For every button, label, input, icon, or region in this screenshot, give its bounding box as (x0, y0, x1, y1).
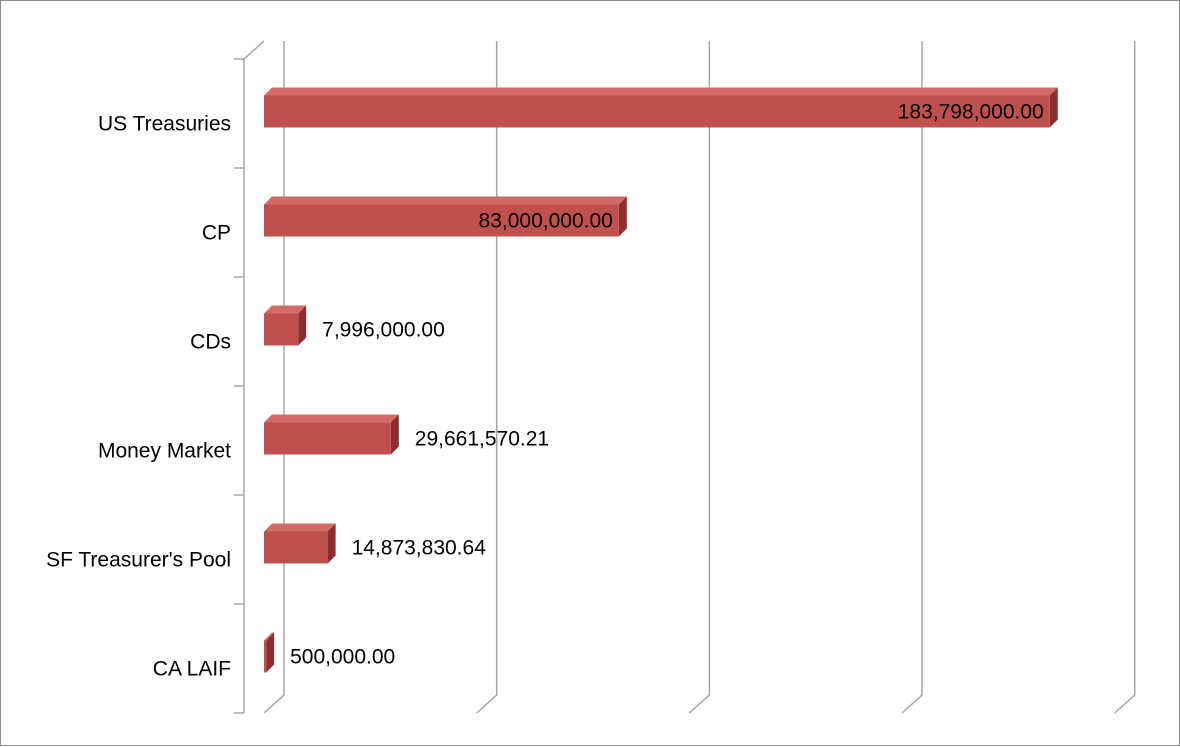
bar (264, 313, 299, 346)
gridline (688, 41, 711, 714)
bar-side (266, 632, 275, 673)
bar (264, 204, 619, 237)
bars (264, 87, 1058, 673)
gridline (1114, 41, 1136, 714)
bar (264, 640, 267, 673)
category-label: US Treasuries (98, 113, 231, 136)
bar-side (298, 305, 307, 346)
gridline (263, 41, 285, 714)
value-label: 14,873,830.64 (352, 537, 487, 560)
category-label: SF Treasurer's Pool (46, 549, 231, 572)
value-label: 29,661,570.21 (415, 428, 549, 451)
bar-side (1049, 87, 1058, 128)
value-label: 183,798,000.00 (898, 101, 1044, 124)
bar (264, 531, 328, 564)
category-label: CDs (190, 331, 231, 354)
labels: US Treasuries 183,798,000.00 CP 83,000,000.… (46, 101, 1044, 681)
value-label: 500,000.00 (290, 646, 395, 669)
bar-top (264, 87, 1058, 96)
bar-top (264, 196, 627, 205)
bar-top (264, 414, 399, 423)
bar-top (264, 305, 307, 314)
category-label: Money Market (98, 440, 231, 463)
bar (264, 95, 1050, 128)
bar (264, 422, 391, 455)
bar-top (264, 632, 275, 641)
bar-side (390, 414, 399, 455)
gridlines (234, 40, 1136, 714)
left-wall-edge (243, 40, 265, 713)
gridline (476, 41, 498, 714)
bar-top (264, 523, 336, 532)
category-label: CP (202, 222, 231, 245)
gridline (901, 41, 923, 714)
bar-side (618, 196, 627, 237)
value-label: 83,000,000.00 (479, 210, 613, 233)
category-label: CA LAIF (153, 658, 231, 681)
value-label: 7,996,000.00 (322, 319, 445, 342)
bar-side (327, 523, 336, 564)
